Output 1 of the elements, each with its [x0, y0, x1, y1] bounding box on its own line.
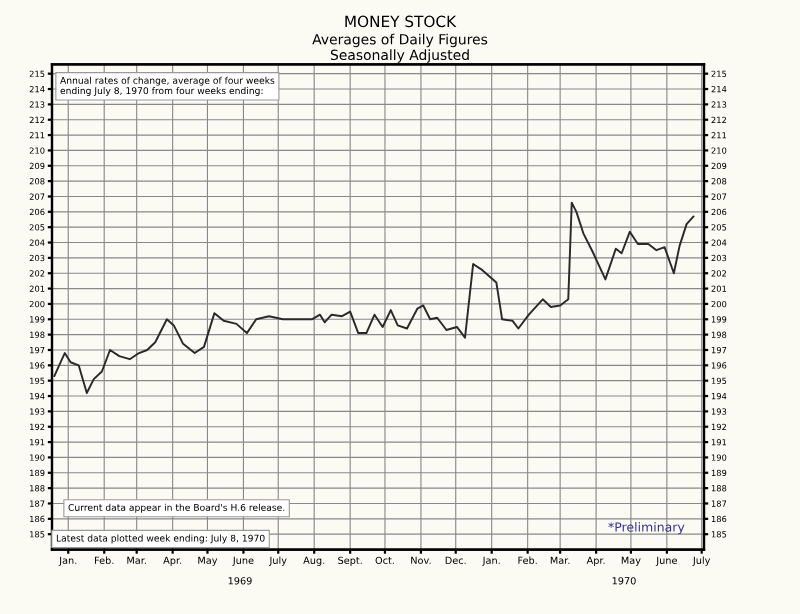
line-series — [53, 201, 695, 394]
